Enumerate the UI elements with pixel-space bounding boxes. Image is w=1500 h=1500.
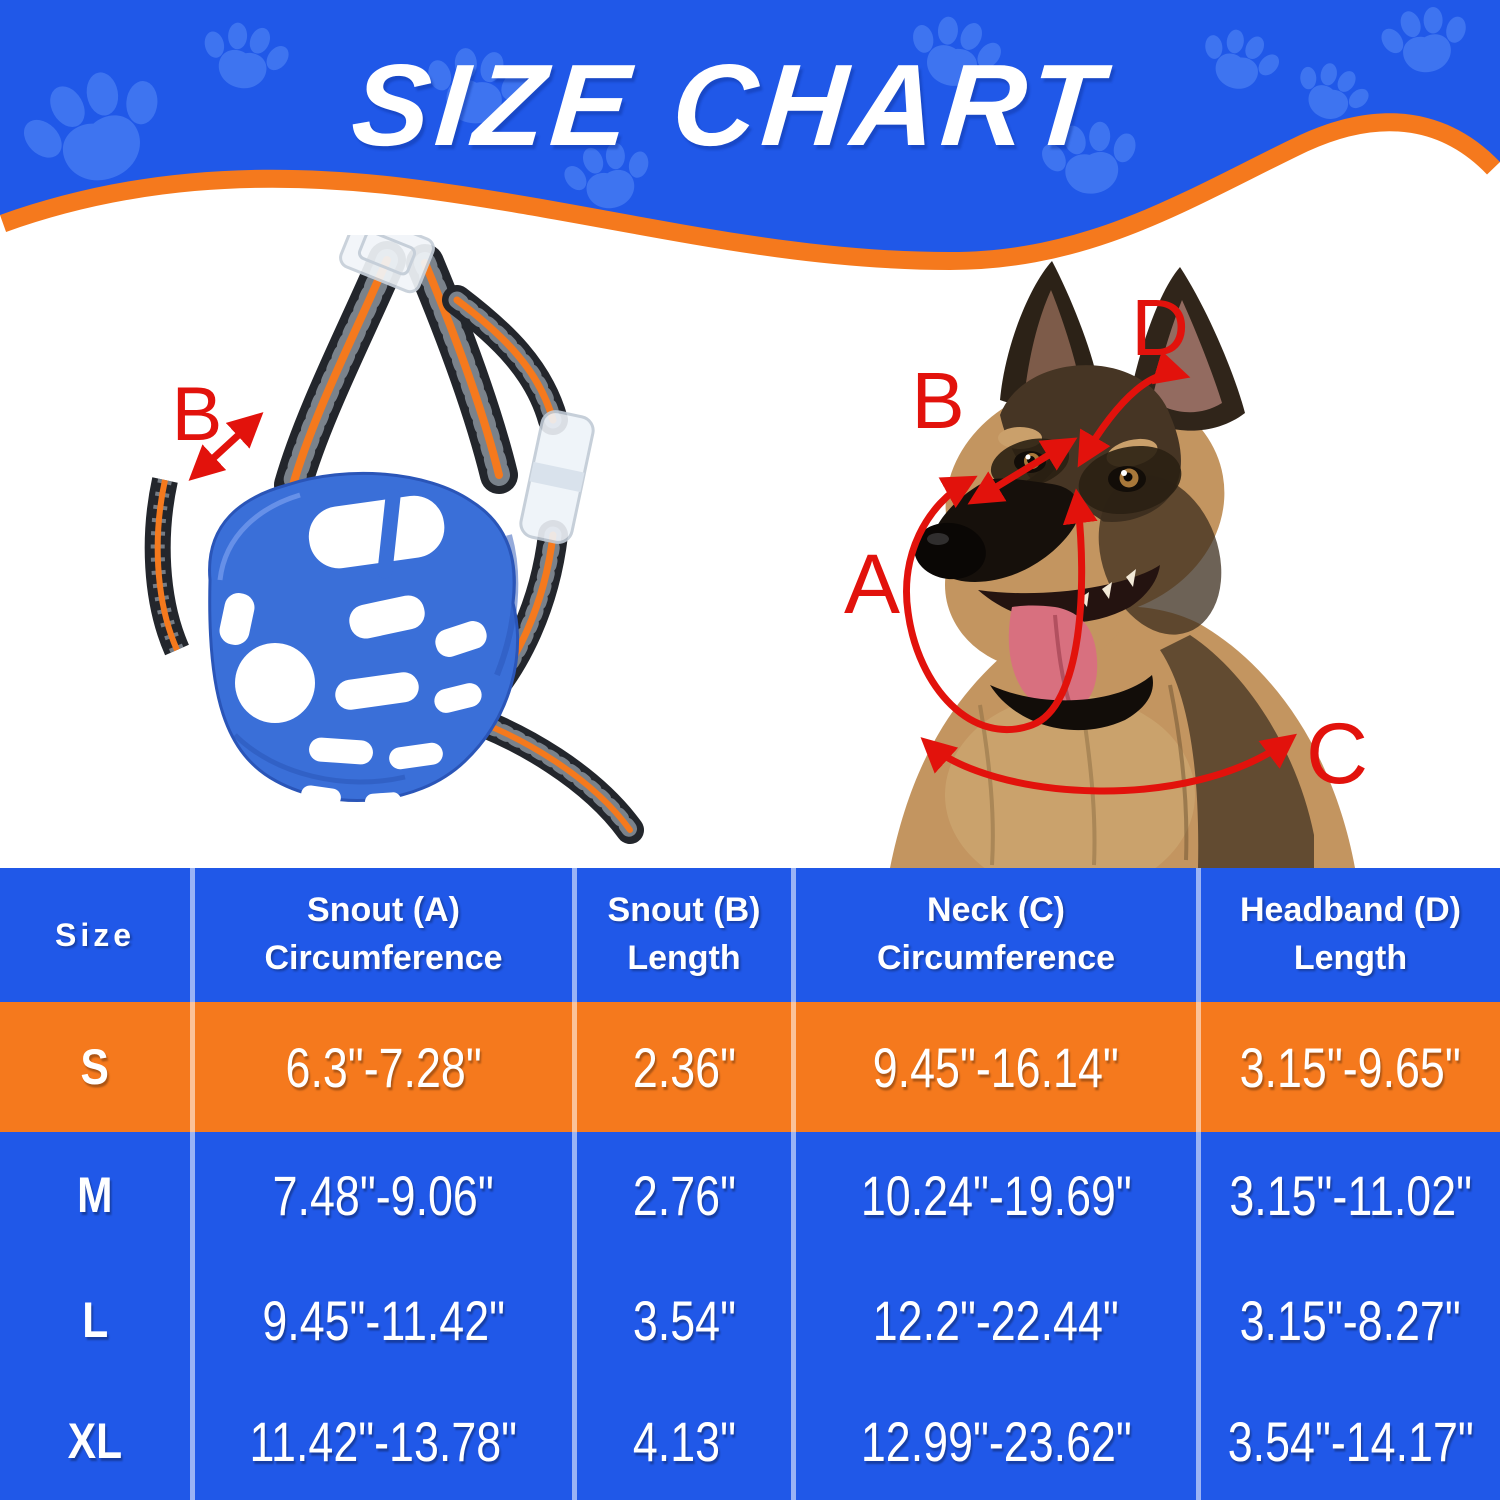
cell-m-snout-circumference: 7.48"-9.06" — [190, 1132, 572, 1258]
muzzle-figure: B — [144, 235, 644, 844]
table-row-s: S 6.3"-7.28" 2.36" 9.45"-16.14" 3.15"-9.… — [0, 1002, 1500, 1132]
cell-s-snout-circumference: 6.3"-7.28" — [190, 1002, 572, 1132]
value: 3.15"-9.65" — [1239, 1035, 1462, 1099]
header-line: Snout (A) — [307, 891, 460, 930]
header-line: Length — [627, 939, 741, 977]
cell-l-snout-length: 3.54" — [572, 1258, 791, 1382]
size-label: M — [77, 1167, 113, 1223]
col-header-size: Size — [0, 868, 190, 1002]
cell-l-snout-circumference: 9.45"-11.42" — [190, 1258, 572, 1382]
cell-xl-snout-length: 4.13" — [572, 1382, 791, 1500]
value: 12.99"-23.62" — [860, 1409, 1132, 1473]
muzzle-strap-left — [274, 241, 406, 504]
muzzle-basket — [208, 471, 519, 810]
value: 9.45"-16.14" — [872, 1035, 1120, 1099]
banner-blue-field — [0, 0, 1500, 252]
dog-d-label: D — [1131, 283, 1189, 372]
dog-annotations — [903, 350, 1297, 795]
banner-wave — [0, 0, 1500, 271]
cell-s-headband-length: 3.15"-9.65" — [1196, 1002, 1500, 1132]
table-header-row: Size Snout (A) Circumference Snout (B) L… — [0, 868, 1500, 1002]
header-line: Circumference — [264, 939, 503, 977]
value: 2.36" — [632, 1035, 736, 1099]
muzzle-b-label: B — [172, 372, 223, 457]
muzzle-b-arrow — [188, 412, 264, 481]
value: 3.54"-14.17" — [1227, 1409, 1474, 1473]
cell-m-headband-length: 3.15"-11.02" — [1196, 1132, 1500, 1258]
dog-right-eye — [1108, 466, 1146, 492]
cell-m-size: M — [0, 1132, 190, 1258]
size-label: L — [82, 1292, 108, 1348]
muzzle-strap-right — [406, 244, 518, 494]
col-header-size-label: Size — [54, 916, 136, 953]
size-label: S — [80, 1039, 110, 1095]
size-table: Size Snout (A) Circumference Snout (B) L… — [0, 868, 1500, 1500]
cell-s-neck-circumference: 9.45"-16.14" — [791, 1002, 1196, 1132]
muzzle-strap-back — [144, 477, 189, 656]
dog-figure: A B D C — [844, 261, 1368, 868]
cell-m-neck-circumference: 10.24"-19.69" — [791, 1132, 1196, 1258]
value: 7.48"-9.06" — [272, 1163, 495, 1227]
table-row-l: L 9.45"-11.42" 3.54" 12.2"-22.44" 3.15"-… — [0, 1258, 1500, 1382]
value: 3.15"-11.02" — [1229, 1163, 1472, 1227]
cell-xl-size: XL — [0, 1382, 190, 1500]
cell-xl-neck-circumference: 12.99"-23.62" — [791, 1382, 1196, 1500]
header-line: Neck (C) — [927, 891, 1065, 930]
header-line: Circumference — [876, 939, 1116, 977]
cell-l-size: L — [0, 1258, 190, 1382]
header-line: Headband (D) — [1240, 891, 1461, 930]
value: 6.3"-7.28" — [285, 1035, 482, 1099]
size-label: XL — [67, 1413, 123, 1469]
muzzle-top-buckle — [339, 235, 435, 294]
col-header-snout-circumference: Snout (A) Circumference — [190, 868, 572, 1002]
value: 4.13" — [632, 1409, 736, 1473]
cell-xl-snout-circumference: 11.42"-13.78" — [190, 1382, 572, 1500]
dog-d-curve — [1077, 350, 1191, 468]
dog-illustration — [890, 261, 1355, 868]
col-header-neck-circumference: Neck (C) Circumference — [791, 868, 1196, 1002]
cell-xl-headband-length: 3.54"-14.17" — [1196, 1382, 1500, 1500]
dog-a-label: A — [844, 537, 900, 631]
col-header-snout-length: Snout (B) Length — [572, 868, 791, 1002]
cell-m-snout-length: 2.76" — [572, 1132, 791, 1258]
cell-s-snout-length: 2.36" — [572, 1002, 791, 1132]
dog-a-arc — [903, 475, 1098, 734]
dog-c-label: C — [1306, 706, 1368, 802]
page-title: SIZE CHART — [347, 40, 1113, 170]
header-line: Snout (B) — [607, 891, 761, 930]
value: 2.76" — [632, 1163, 736, 1227]
value: 9.45"-11.42" — [262, 1288, 505, 1352]
value: 10.24"-19.69" — [860, 1163, 1132, 1227]
dog-c-arc — [920, 733, 1297, 795]
dog-b-arrow — [967, 437, 1078, 505]
col-header-headband-length: Headband (D) Length — [1196, 868, 1500, 1002]
cell-l-neck-circumference: 12.2"-22.44" — [791, 1258, 1196, 1382]
cell-l-headband-length: 3.15"-8.27" — [1196, 1258, 1500, 1382]
muzzle-neck-strap-upper — [442, 285, 568, 435]
value: 12.2"-22.44" — [872, 1288, 1120, 1352]
dog-b-label: B — [911, 356, 964, 445]
table-row-xl: XL 11.42"-13.78" 4.13" 12.99"-23.62" 3.5… — [0, 1382, 1500, 1500]
value: 3.15"-8.27" — [1239, 1288, 1462, 1352]
header-line: Length — [1293, 939, 1408, 977]
value: 11.42"-13.78" — [249, 1409, 518, 1473]
table-row-m: M 7.48"-9.06" 2.76" 10.24"-19.69" 3.15"-… — [0, 1132, 1500, 1258]
value: 3.54" — [632, 1288, 736, 1352]
muzzle-basket-holes — [219, 495, 487, 810]
cell-s-size: S — [0, 1002, 190, 1132]
muzzle-side-buckle — [519, 410, 595, 544]
